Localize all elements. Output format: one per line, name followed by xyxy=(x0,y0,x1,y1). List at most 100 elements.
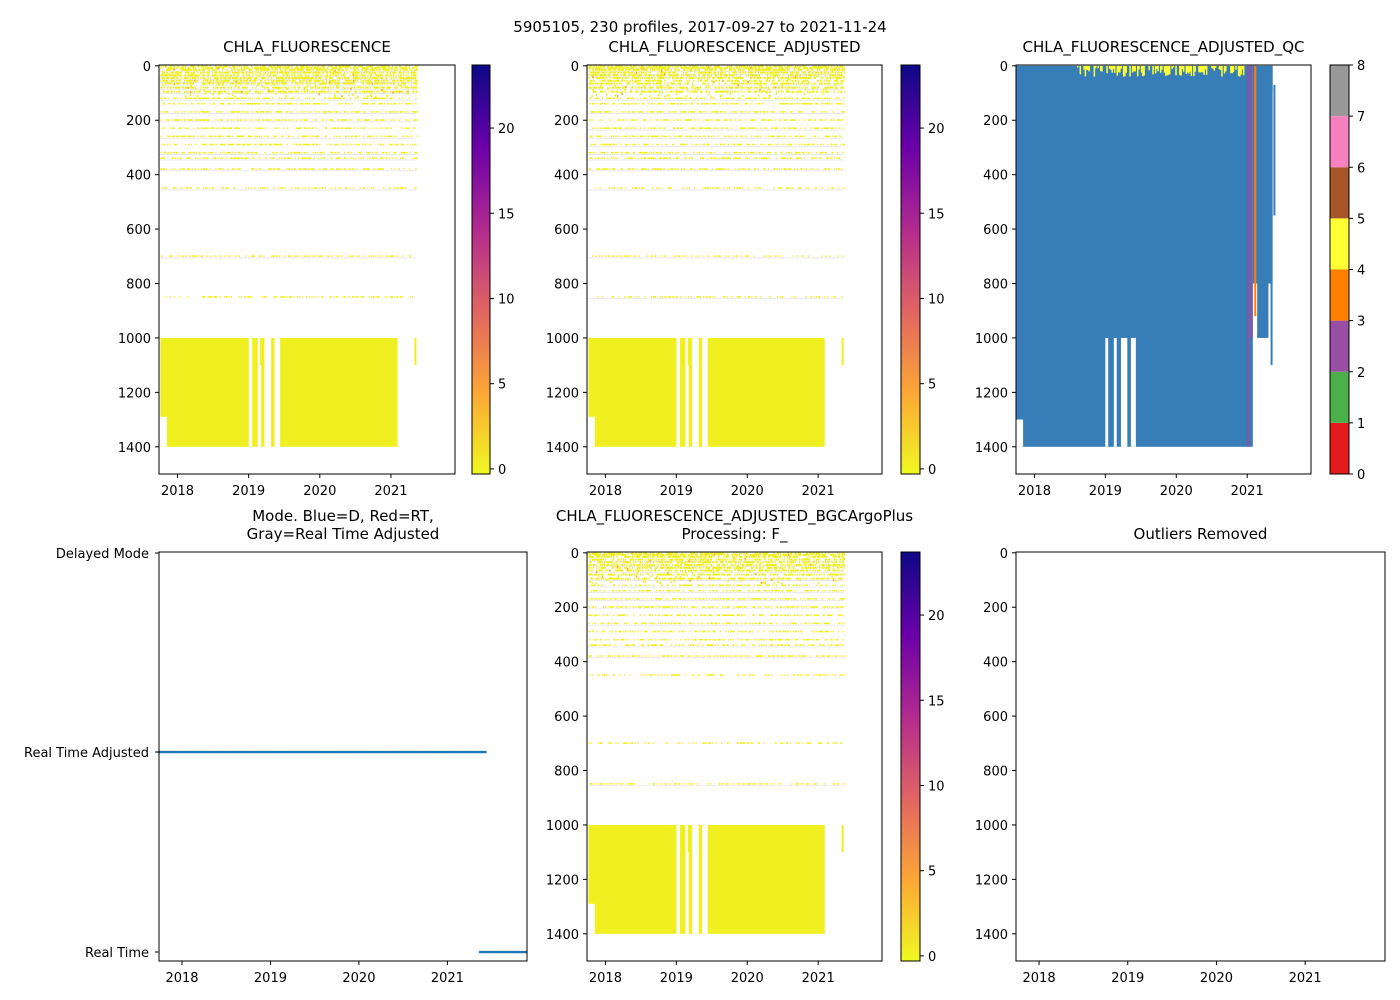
heatmap-cell xyxy=(177,65,180,68)
heatmap-cell xyxy=(792,77,799,80)
heatmap-cell xyxy=(675,255,677,257)
heatmap-cell xyxy=(625,598,628,600)
heatmap-cell xyxy=(690,296,693,298)
heatmap-cell xyxy=(282,151,284,154)
heatmap-cell xyxy=(702,630,706,633)
heatmap-cell xyxy=(684,638,687,641)
heatmap-cell xyxy=(672,75,675,78)
heatmap-cell xyxy=(753,97,757,100)
heatmap-cell xyxy=(178,90,181,93)
heatmap-cell xyxy=(763,82,767,85)
heatmap-cell xyxy=(753,584,755,587)
heatmap-cell xyxy=(676,606,678,608)
heatmap-cell xyxy=(839,573,843,576)
gap xyxy=(587,416,595,447)
heatmap-cell xyxy=(217,157,219,159)
heatmap-cell xyxy=(638,65,640,68)
heatmap-cell xyxy=(672,555,681,558)
heatmap-cell xyxy=(798,79,800,82)
heatmap-cell xyxy=(294,157,296,159)
heatmap-cell xyxy=(357,127,359,130)
heatmap-cell xyxy=(707,606,710,608)
heatmap-cell xyxy=(734,168,736,170)
heatmap-cell xyxy=(763,553,767,556)
heatmap-cell xyxy=(697,622,699,625)
heatmap-cell xyxy=(672,65,674,68)
heatmap-cell xyxy=(735,66,738,69)
heatmap-cell xyxy=(795,655,797,657)
heatmap-cell xyxy=(796,168,799,170)
heatmap-cell xyxy=(656,783,658,785)
heatmap-cell xyxy=(248,71,254,74)
heatmap-cell xyxy=(416,66,418,69)
heatmap-cell xyxy=(678,630,680,633)
heatmap-cell xyxy=(218,168,222,170)
heatmap-cell xyxy=(754,622,757,625)
heatmap-cell xyxy=(679,296,682,298)
heatmap-cell xyxy=(612,68,617,71)
heatmap-cell xyxy=(266,187,268,189)
heatmap-cell xyxy=(762,97,767,100)
heatmap-cell xyxy=(234,151,236,154)
heatmap-cell xyxy=(241,90,243,93)
heatmap-cell xyxy=(663,589,665,592)
heatmap-cell xyxy=(627,630,629,633)
heatmap-cell xyxy=(659,555,664,558)
heatmap-cell xyxy=(278,66,282,69)
heatmap-cell xyxy=(825,119,828,121)
heatmap-cell xyxy=(650,77,654,80)
heatmap-cell xyxy=(273,83,275,86)
heatmap-cell xyxy=(160,79,162,82)
heatmap-cell xyxy=(276,119,281,121)
heatmap-cell xyxy=(299,82,301,85)
heatmap-cell xyxy=(802,71,806,74)
heatmap-cell xyxy=(185,102,187,105)
heatmap-cell xyxy=(661,606,671,608)
heatmap-cell xyxy=(693,574,696,577)
heatmap-cell xyxy=(409,143,412,146)
heatmap-cell xyxy=(793,68,796,71)
heatmap-cell xyxy=(705,566,710,569)
heatmap-cell xyxy=(397,74,399,77)
heatmap-cell xyxy=(378,71,380,74)
x-tick-label: 2018 xyxy=(1018,484,1051,499)
heatmap-cell xyxy=(766,119,773,121)
heatmap-cell xyxy=(342,74,345,77)
heatmap-cell xyxy=(605,569,608,572)
heatmap-cell xyxy=(649,68,651,71)
heatmap-cell xyxy=(188,97,192,100)
heatmap-cell xyxy=(726,187,728,189)
heatmap-cell xyxy=(630,573,634,576)
heatmap-cell xyxy=(721,86,724,89)
heatmap-cell xyxy=(705,296,708,298)
heatmap-cell xyxy=(663,95,666,98)
heatmap-cell xyxy=(672,564,674,567)
heatmap-cell xyxy=(820,71,823,74)
heatmap-cell xyxy=(679,65,683,68)
heatmap-cell xyxy=(753,90,758,93)
heatmap-cell xyxy=(367,81,370,84)
heatmap-cell xyxy=(781,157,786,159)
heatmap-cell xyxy=(775,569,777,572)
heatmap-cell xyxy=(226,151,231,154)
heatmap-cell xyxy=(590,566,592,569)
heatmap-cell xyxy=(350,255,354,257)
heatmap-cell xyxy=(644,674,646,676)
heatmap-cell xyxy=(842,614,844,617)
heatmap-cell xyxy=(840,606,844,608)
heatmap-cell xyxy=(717,127,719,130)
heatmap-cell xyxy=(688,560,690,563)
heatmap-cell xyxy=(741,573,743,576)
heatmap-cell xyxy=(834,76,837,79)
heatmap-cell xyxy=(221,68,224,71)
heatmap-cell xyxy=(236,119,239,121)
heatmap-cell xyxy=(286,296,289,298)
colorbar-tick-label: 15 xyxy=(928,207,945,222)
heatmap-cell xyxy=(723,97,725,100)
heatmap-cell xyxy=(669,168,674,170)
heatmap-cell xyxy=(397,111,399,113)
heatmap-cell xyxy=(216,68,218,71)
heatmap-cell xyxy=(791,598,793,600)
heatmap-cell xyxy=(298,86,301,89)
heatmap-cell xyxy=(299,74,303,77)
